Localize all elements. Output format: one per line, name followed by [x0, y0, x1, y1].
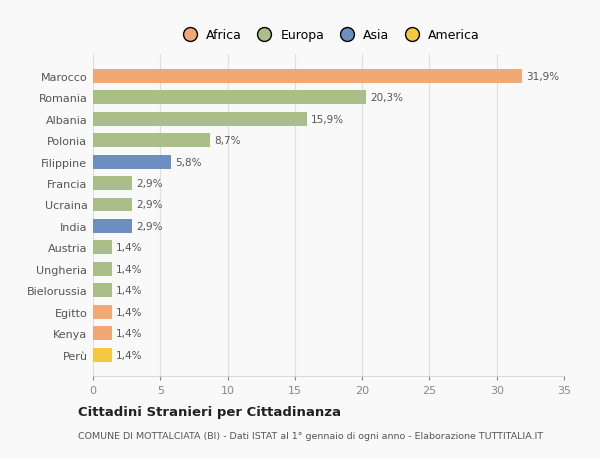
- Bar: [93, 155, 171, 169]
- Text: 1,4%: 1,4%: [116, 307, 142, 317]
- Text: 2,9%: 2,9%: [136, 221, 163, 231]
- Text: 2,9%: 2,9%: [136, 200, 163, 210]
- Text: 1,4%: 1,4%: [116, 329, 142, 338]
- Text: 31,9%: 31,9%: [526, 72, 559, 82]
- Bar: [93, 348, 112, 362]
- Bar: [93, 177, 132, 190]
- Bar: [93, 305, 112, 319]
- Text: 15,9%: 15,9%: [311, 114, 344, 124]
- Bar: [93, 198, 132, 212]
- Bar: [93, 219, 132, 233]
- Bar: [93, 284, 112, 297]
- Bar: [93, 70, 522, 84]
- Bar: [93, 262, 112, 276]
- Text: Cittadini Stranieri per Cittadinanza: Cittadini Stranieri per Cittadinanza: [78, 405, 341, 419]
- Bar: [93, 326, 112, 341]
- Legend: Africa, Europa, Asia, America: Africa, Europa, Asia, America: [177, 29, 480, 42]
- Text: 20,3%: 20,3%: [370, 93, 403, 103]
- Bar: [93, 112, 307, 126]
- Text: 8,7%: 8,7%: [214, 136, 241, 146]
- Text: 1,4%: 1,4%: [116, 350, 142, 360]
- Text: 1,4%: 1,4%: [116, 285, 142, 296]
- Text: 1,4%: 1,4%: [116, 264, 142, 274]
- Bar: [93, 241, 112, 255]
- Text: 1,4%: 1,4%: [116, 243, 142, 253]
- Bar: [93, 91, 366, 105]
- Text: 2,9%: 2,9%: [136, 179, 163, 189]
- Bar: [93, 134, 210, 148]
- Text: 5,8%: 5,8%: [175, 157, 202, 167]
- Text: COMUNE DI MOTTALCIATA (BI) - Dati ISTAT al 1° gennaio di ogni anno - Elaborazion: COMUNE DI MOTTALCIATA (BI) - Dati ISTAT …: [78, 431, 543, 440]
